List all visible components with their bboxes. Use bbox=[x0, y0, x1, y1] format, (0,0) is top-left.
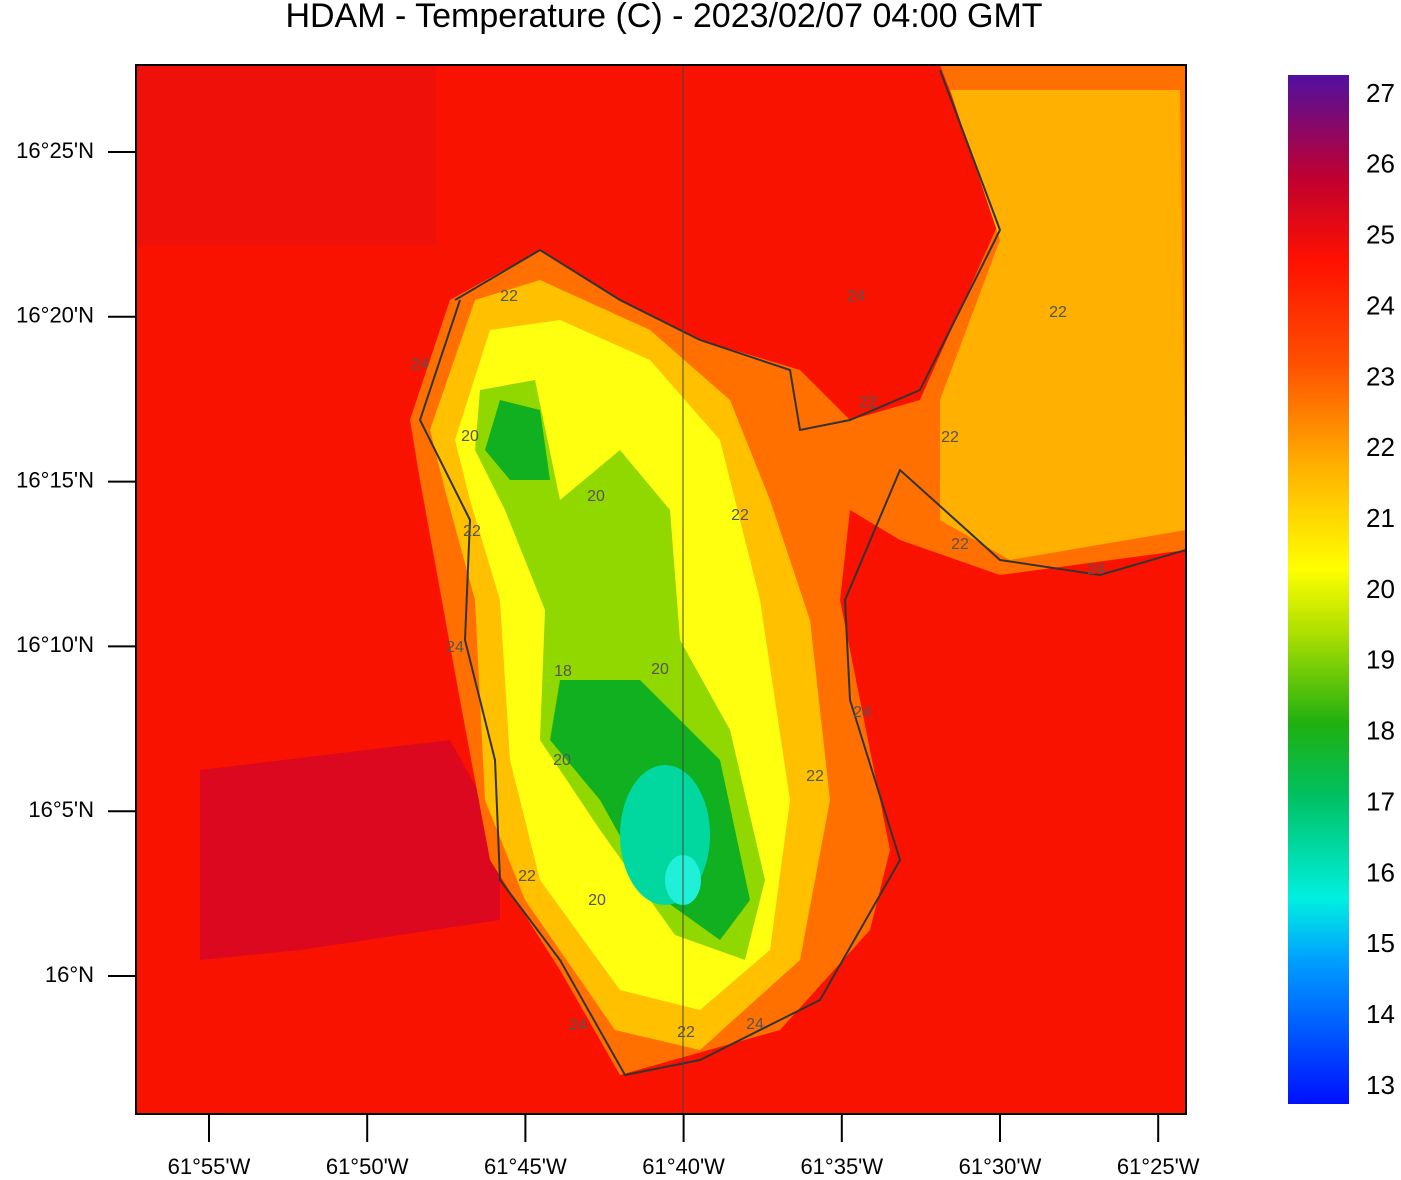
colorbar-label: 20 bbox=[1366, 574, 1395, 604]
colorbar-label: 25 bbox=[1366, 220, 1395, 250]
lat-label: 16°20'N bbox=[16, 303, 94, 328]
colorbar bbox=[1288, 75, 1349, 1104]
contour-label: 22 bbox=[500, 288, 518, 305]
lon-label: 61°50'W bbox=[326, 1154, 409, 1179]
contour-label: 22 bbox=[951, 536, 969, 553]
map-frame bbox=[135, 64, 1187, 1115]
lat-label: 16°N bbox=[45, 962, 94, 987]
contour-label: 22 bbox=[1049, 304, 1067, 321]
contour-label: 24 bbox=[446, 639, 464, 656]
lon-label: 61°55'W bbox=[168, 1154, 251, 1179]
lat-label: 16°25'N bbox=[16, 138, 94, 163]
contour-label: 22 bbox=[859, 394, 877, 411]
colorbar-label: 26 bbox=[1366, 149, 1395, 179]
colorbar-label: 19 bbox=[1366, 645, 1395, 675]
colorbar-label: 22 bbox=[1366, 432, 1395, 462]
contour-label: 24 bbox=[847, 288, 865, 305]
colorbar-label: 13 bbox=[1366, 1070, 1395, 1100]
contour-label: 18 bbox=[554, 663, 572, 680]
contour-label: 22 bbox=[806, 768, 824, 785]
contour-label: 24 bbox=[411, 356, 429, 373]
contour-label: 24 bbox=[853, 704, 871, 721]
contour-label: 20 bbox=[587, 488, 605, 505]
title: HDAM - Temperature (C) - 2023/02/07 04:0… bbox=[285, 0, 1042, 35]
colorbar-label: 18 bbox=[1366, 716, 1395, 746]
contour-label: 22 bbox=[941, 429, 959, 446]
contour-label: 22 bbox=[518, 868, 536, 885]
lon-label: 61°40'W bbox=[642, 1154, 725, 1179]
colorbar-label: 17 bbox=[1366, 786, 1395, 816]
contour-label: 22 bbox=[677, 1024, 695, 1041]
colorbar-label: 27 bbox=[1366, 78, 1395, 108]
contour-label: 24 bbox=[1087, 561, 1105, 578]
lon-label: 61°45'W bbox=[484, 1154, 567, 1179]
contour-label: 22 bbox=[463, 523, 481, 540]
contour-label: 22 bbox=[731, 507, 749, 524]
lat-label: 16°10'N bbox=[16, 632, 94, 657]
colorbar-label: 14 bbox=[1366, 999, 1395, 1029]
contour-label: 20 bbox=[461, 428, 479, 445]
colorbar-label: 15 bbox=[1366, 928, 1395, 958]
contour-label: 20 bbox=[651, 661, 669, 678]
contour-label: 20 bbox=[588, 892, 606, 909]
colorbar-label: 16 bbox=[1366, 857, 1395, 887]
colorbar-label: 24 bbox=[1366, 290, 1395, 320]
contour-label: 24 bbox=[746, 1016, 764, 1033]
colorbar-label: 21 bbox=[1366, 503, 1395, 533]
lon-label: 61°35'W bbox=[800, 1154, 883, 1179]
contour-label: 24 bbox=[569, 1017, 587, 1034]
lat-label: 16°15'N bbox=[16, 467, 94, 492]
lon-label: 61°25'W bbox=[1117, 1154, 1200, 1179]
lon-label: 61°30'W bbox=[959, 1154, 1042, 1179]
temperature-field bbox=[136, 65, 1186, 1114]
colorbar-label: 23 bbox=[1366, 361, 1395, 391]
lat-label: 16°5'N bbox=[28, 797, 94, 822]
contour-label: 20 bbox=[553, 752, 571, 769]
